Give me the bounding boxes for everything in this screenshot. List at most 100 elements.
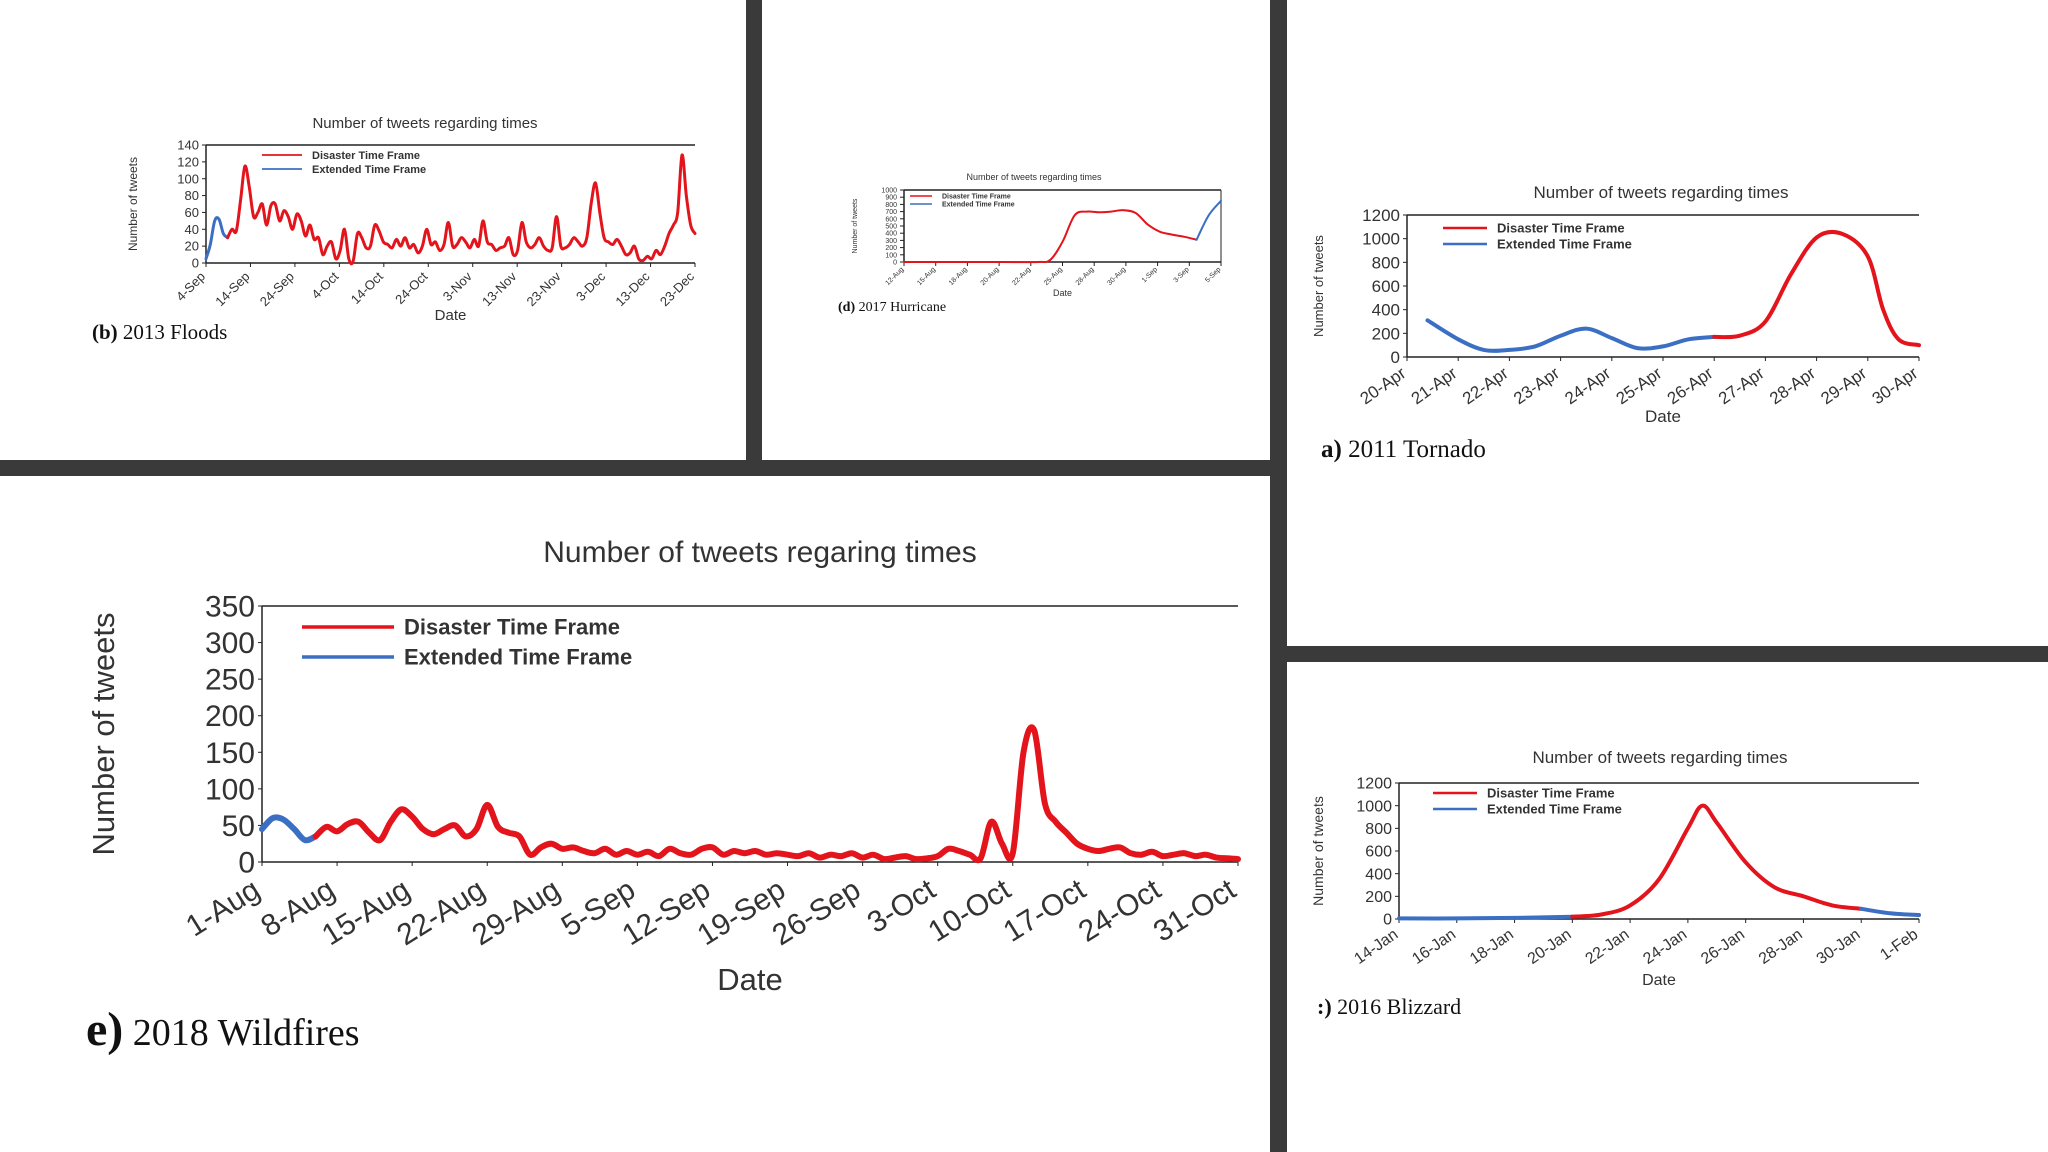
hurricane-ytick-label: 600 [885, 216, 897, 223]
blizzard-ytick-label: 800 [1365, 821, 1392, 838]
tornado-xtick-label: 23-Apr [1510, 363, 1563, 408]
blizzard-ytick-label: 1200 [1356, 776, 1392, 793]
wildfires-caption: e) 2018 Wildfires [86, 1002, 360, 1057]
blizzard-caption-letter: :) [1317, 994, 1332, 1019]
floods-xtick-label: 24-Oct [392, 269, 430, 307]
floods-caption-letter: (b) [92, 320, 118, 344]
floods-ytick-label: 100 [177, 171, 199, 186]
blizzard-caption: :) 2016 Blizzard [1317, 994, 1461, 1020]
blizzard-xtick-label: 1-Feb [1877, 926, 1921, 964]
tornado-title: Number of tweets regarding times [1533, 183, 1788, 202]
hurricane-ytick-label: 700 [885, 209, 897, 216]
tornado-caption-letter: a) [1321, 436, 1342, 463]
wildfires-ytick-label: 0 [238, 847, 255, 880]
blizzard-xtick-label: 24-Jan [1640, 926, 1690, 968]
floods-chart: Number of tweets regarding times 0 20 40 60 8… [126, 115, 698, 324]
tornado-caption: a) 2011 Tornado [1321, 436, 1486, 464]
tornado-ytick-label: 1200 [1362, 206, 1400, 225]
hurricane-ytick-label: 0 [893, 259, 897, 266]
blizzard-ytick-label: 0 [1383, 912, 1392, 929]
blizzard-ylabel: Number of tweets [1310, 796, 1326, 906]
blizzard-chart: Number of tweets regarding times 0 200 400 6… [1310, 748, 1921, 989]
wildfires-legend-label-disaster: Disaster Time Frame [404, 615, 620, 640]
floods-legend-label-disaster: Disaster Time Frame [312, 150, 420, 162]
hurricane-ytick-label: 300 [885, 238, 897, 245]
hurricane-legend-label-extended: Extended Time Frame [942, 201, 1015, 208]
floods-xtick-label: 23-Nov [524, 268, 565, 309]
blizzard-legend-label-extended: Extended Time Frame [1487, 802, 1622, 817]
floods-ytick-label: 0 [192, 256, 199, 271]
wildfires-legend-label-extended: Extended Time Frame [404, 645, 632, 670]
hurricane-caption-letter: (d) [838, 300, 856, 315]
floods-xlabel: Date [435, 307, 467, 324]
tornado-xtick-label: 25-Apr [1613, 363, 1666, 408]
blizzard-xtick-label: 22-Jan [1583, 926, 1633, 968]
blizzard-legend-label-disaster: Disaster Time Frame [1487, 786, 1615, 801]
blizzard-series-extended-2 [1859, 906, 1921, 917]
tornado-chart: Number of tweets regarding times 0 200 400 6… [1311, 183, 1922, 426]
wildfires-chart: Number of tweets regaring times 0 50 100150… [86, 536, 1242, 997]
blizzard-series-disaster-1 [1570, 803, 1864, 919]
hurricane-ytick-label: 900 [885, 195, 897, 202]
floods-legend-label-extended: Extended Time Frame [312, 164, 426, 176]
blizzard-series-extended-0 [1397, 914, 1575, 921]
panel-2011-tornado: Number of tweets regarding times 0 200 400 6… [1287, 0, 2048, 646]
hurricane-xtick-label: 15-Aug [916, 266, 937, 287]
floods-series-extended-0 [204, 216, 230, 261]
tornado-xtick-label: 24-Apr [1561, 363, 1614, 408]
floods-series-disaster-1 [226, 153, 697, 266]
blizzard-ytick-label: 400 [1365, 866, 1392, 883]
hurricane-ytick-label: 100 [885, 252, 897, 259]
tornado-series-extended-0 [1425, 318, 1717, 353]
blizzard-xtick-label: 16-Jan [1409, 926, 1459, 968]
tornado-legend-label-disaster: Disaster Time Frame [1497, 221, 1625, 236]
hurricane-legend-label-disaster: Disaster Time Frame [942, 193, 1011, 200]
tornado-caption-text: 2011 Tornado [1348, 436, 1486, 463]
wildfires-xtick-label: 17-Oct [998, 873, 1092, 949]
hurricane-xtick-label: 18-Aug [948, 266, 969, 287]
blizzard-xtick-label: 26-Jan [1698, 926, 1748, 968]
hurricane-xtick-label: 25-Aug [1043, 266, 1064, 287]
hurricane-ytick-label: 400 [885, 231, 897, 238]
wildfires-ytick-label: 200 [205, 700, 255, 733]
wildfires-xtick-label: 29-Aug [466, 873, 566, 952]
hurricane-title: Number of tweets regarding times [966, 172, 1102, 182]
tornado-xtick-label: 29-Apr [1817, 363, 1870, 408]
floods-xtick-label: 13-Dec [612, 268, 653, 309]
blizzard-xtick-label: 30-Jan [1814, 926, 1864, 968]
panel-2016-blizzard: Number of tweets regarding times 0 200 400 6… [1287, 662, 2048, 1152]
wildfires-ylabel: Number of tweets [86, 613, 121, 856]
wildfires-ytick-label: 250 [205, 664, 255, 697]
floods-xtick-label: 23-Dec [657, 268, 698, 309]
hurricane-ylabel: Number of tweets [852, 198, 859, 253]
tornado-xlabel: Date [1645, 407, 1681, 426]
wildfires-ytick-label: 100 [205, 773, 255, 806]
floods-xtick-label: 14-Oct [348, 269, 386, 307]
floods-ytick-label: 40 [185, 222, 199, 237]
wildfires-xlabel: Date [717, 962, 782, 997]
hurricane-caption-text: 2017 Hurricane [858, 300, 947, 315]
blizzard-xtick-label: 20-Jan [1525, 926, 1575, 968]
hurricane-xtick-label: 5-Sep [1204, 266, 1222, 284]
hurricane-xtick-label: 20-Aug [980, 266, 1001, 287]
floods-ytick-label: 120 [177, 154, 199, 169]
floods-xtick-label: 3-Dec [573, 268, 608, 303]
tornado-ytick-label: 600 [1372, 277, 1400, 296]
hurricane-caption: (d) 2017 Hurricane [838, 300, 946, 316]
hurricane-xtick-label: 28-Aug [1075, 266, 1096, 287]
blizzard-xlabel: Date [1642, 972, 1676, 989]
tornado-ytick-label: 0 [1391, 348, 1400, 367]
panel-2018-wildfires: Number of tweets regaring times 0 50 100 150… [0, 476, 1270, 1152]
blizzard-caption-text: 2016 Blizzard [1337, 994, 1462, 1019]
wildfires-title: Number of tweets regaring times [543, 536, 977, 569]
floods-xtick-label: 3-Nov [440, 268, 475, 303]
hurricane-xtick-label: 22-Aug [1011, 266, 1032, 287]
wildfires-ytick-label: 50 [222, 810, 255, 843]
hurricane-series-extended-1 [1195, 199, 1222, 241]
blizzard-xtick-label: 18-Jan [1467, 926, 1517, 968]
tornado-legend-label-extended: Extended Time Frame [1497, 237, 1632, 252]
blizzard-xtick-label: 28-Jan [1756, 926, 1806, 968]
tornado-ytick-label: 400 [1372, 301, 1400, 320]
wildfires-xtick-label: 31-Oct [1148, 873, 1242, 949]
wildfires-xtick-label: 10-Oct [923, 873, 1017, 949]
